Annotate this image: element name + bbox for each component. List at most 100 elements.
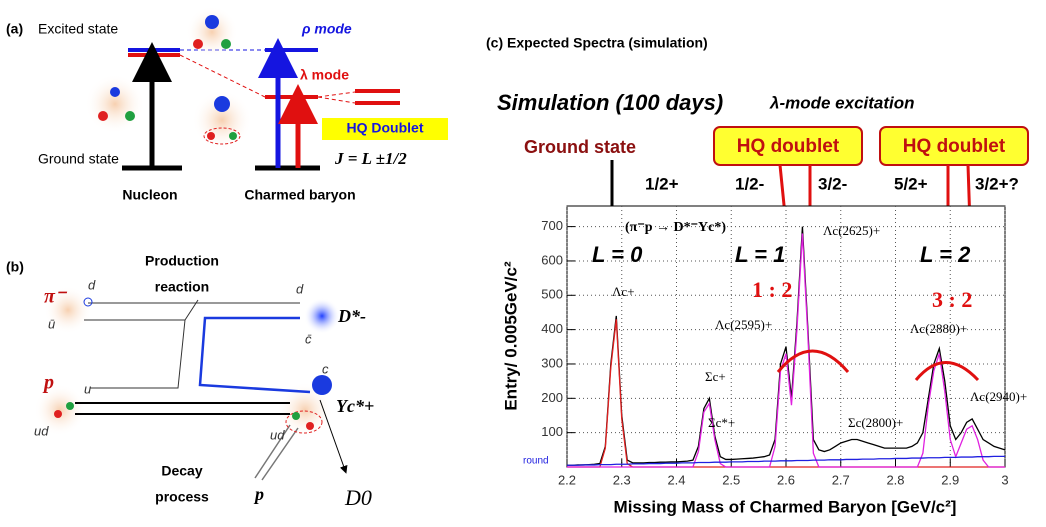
box: [322, 118, 448, 140]
ratio-arc: [776, 349, 850, 373]
quark: u: [84, 381, 91, 396]
label: D*-: [337, 306, 366, 326]
series-line: [567, 233, 1005, 468]
series-line: [567, 226, 1006, 466]
annotation: 1 : 2: [752, 277, 792, 302]
level-label: Ground state: [38, 151, 119, 167]
x-tick-label: 2.2: [558, 472, 576, 487]
quark: ud: [34, 423, 49, 438]
link: [317, 96, 356, 104]
icon: [205, 15, 219, 29]
icon: [304, 298, 340, 334]
y-axis-title: Entry/ 0.005GeV/c²: [501, 261, 520, 411]
panel-b: (b) Production reaction Decay process π⁻…: [6, 253, 374, 510]
annotation: 1/2-: [735, 174, 764, 193]
x-tick-label: 2.4: [667, 472, 685, 487]
icon: [207, 132, 215, 140]
y-tick-label: 700: [541, 218, 563, 233]
box: [879, 126, 1029, 166]
level-label: Excited state: [38, 21, 118, 37]
label: J = L ±1/2: [334, 149, 407, 168]
annotation: Σc+: [705, 369, 726, 384]
label: λ mode: [300, 67, 349, 83]
box: [713, 126, 863, 166]
icon: [44, 286, 92, 334]
panel-a: (a) Excited state Ground state Nucleon ρ…: [6, 6, 448, 203]
annotation: L = 0: [592, 242, 643, 267]
annotation: 3/2-: [818, 174, 847, 193]
annotation: L = 1: [735, 242, 785, 267]
y-tick-label: 300: [541, 355, 563, 370]
ratio-arc: [914, 361, 980, 382]
quark: ud: [270, 427, 285, 442]
y-tick-label: 600: [541, 252, 563, 267]
annotation: round: [523, 456, 549, 467]
label: Yc*+: [336, 396, 374, 416]
x-tick-label: 2.9: [941, 472, 959, 487]
quark: c: [322, 361, 329, 376]
icon: [203, 127, 241, 145]
annotation: λ-mode excitation: [769, 93, 915, 112]
quark-line: [84, 299, 300, 389]
panel-label: (a): [6, 21, 23, 37]
annotation: Σc*+: [708, 415, 735, 430]
y-tick-label: 200: [541, 390, 563, 405]
icon: [221, 39, 231, 49]
icon: [306, 422, 314, 430]
icon: [83, 297, 93, 307]
subtitle: Simulation (100 days): [497, 90, 723, 115]
icon: [110, 87, 120, 97]
label: Decay: [161, 463, 202, 479]
annotation: HQ doublet: [737, 136, 840, 157]
quark-line: [75, 402, 290, 415]
quark: d: [88, 277, 96, 292]
x-axis-title: Missing Mass of Charmed Baryon [GeV/c²]: [614, 497, 957, 516]
annotation: 3/2+?: [975, 174, 1019, 193]
annotation: Λc(2625)+: [823, 223, 880, 238]
x-tick-label: 2.6: [777, 472, 795, 487]
link: [317, 91, 356, 98]
icon: [54, 410, 62, 418]
x-tick-label: 2.8: [886, 472, 904, 487]
annotation: Λc(2940)+: [970, 389, 1027, 404]
label: p: [42, 372, 54, 394]
icon: [214, 96, 230, 112]
icon: [285, 410, 323, 434]
label: Nucleon: [122, 187, 177, 203]
panel-label: (b): [6, 259, 24, 275]
x-tick-label: 3: [1001, 472, 1008, 487]
icon: [312, 375, 332, 395]
annotation: 5/2+: [894, 174, 928, 193]
icon: [277, 382, 333, 438]
y-tick-label: 400: [541, 321, 563, 336]
arrow: [319, 399, 348, 474]
label: ρ mode: [301, 21, 352, 37]
y-tick-label: 500: [541, 287, 563, 302]
icon: [66, 402, 74, 410]
annotation: Σc(2800)+: [848, 415, 903, 430]
quark-line: [254, 424, 299, 481]
label: process: [155, 489, 209, 505]
quark: d: [296, 281, 304, 296]
annotation: Λc(2595)+: [715, 317, 772, 332]
annotation: L = 2: [920, 242, 971, 267]
quark: ū: [48, 316, 55, 331]
y-tick-label: 100: [541, 424, 563, 439]
label: Charmed baryon: [244, 187, 355, 203]
icon: [192, 90, 252, 150]
icon: [98, 111, 108, 121]
label: HQ Doublet: [347, 120, 424, 136]
label: D0: [344, 485, 372, 510]
x-tick-label: 2.3: [613, 472, 631, 487]
quark: c̄: [305, 331, 312, 346]
annotation: 3 : 2: [932, 287, 972, 312]
icon: [193, 39, 203, 49]
icon: [229, 132, 237, 140]
icon: [34, 384, 86, 436]
icon: [186, 6, 238, 58]
series-line: [567, 455, 1005, 466]
label: reaction: [155, 279, 209, 295]
annotation: Λc(2880)+: [910, 321, 967, 336]
x-tick-label: 2.7: [832, 472, 850, 487]
label: π⁻: [44, 286, 68, 308]
